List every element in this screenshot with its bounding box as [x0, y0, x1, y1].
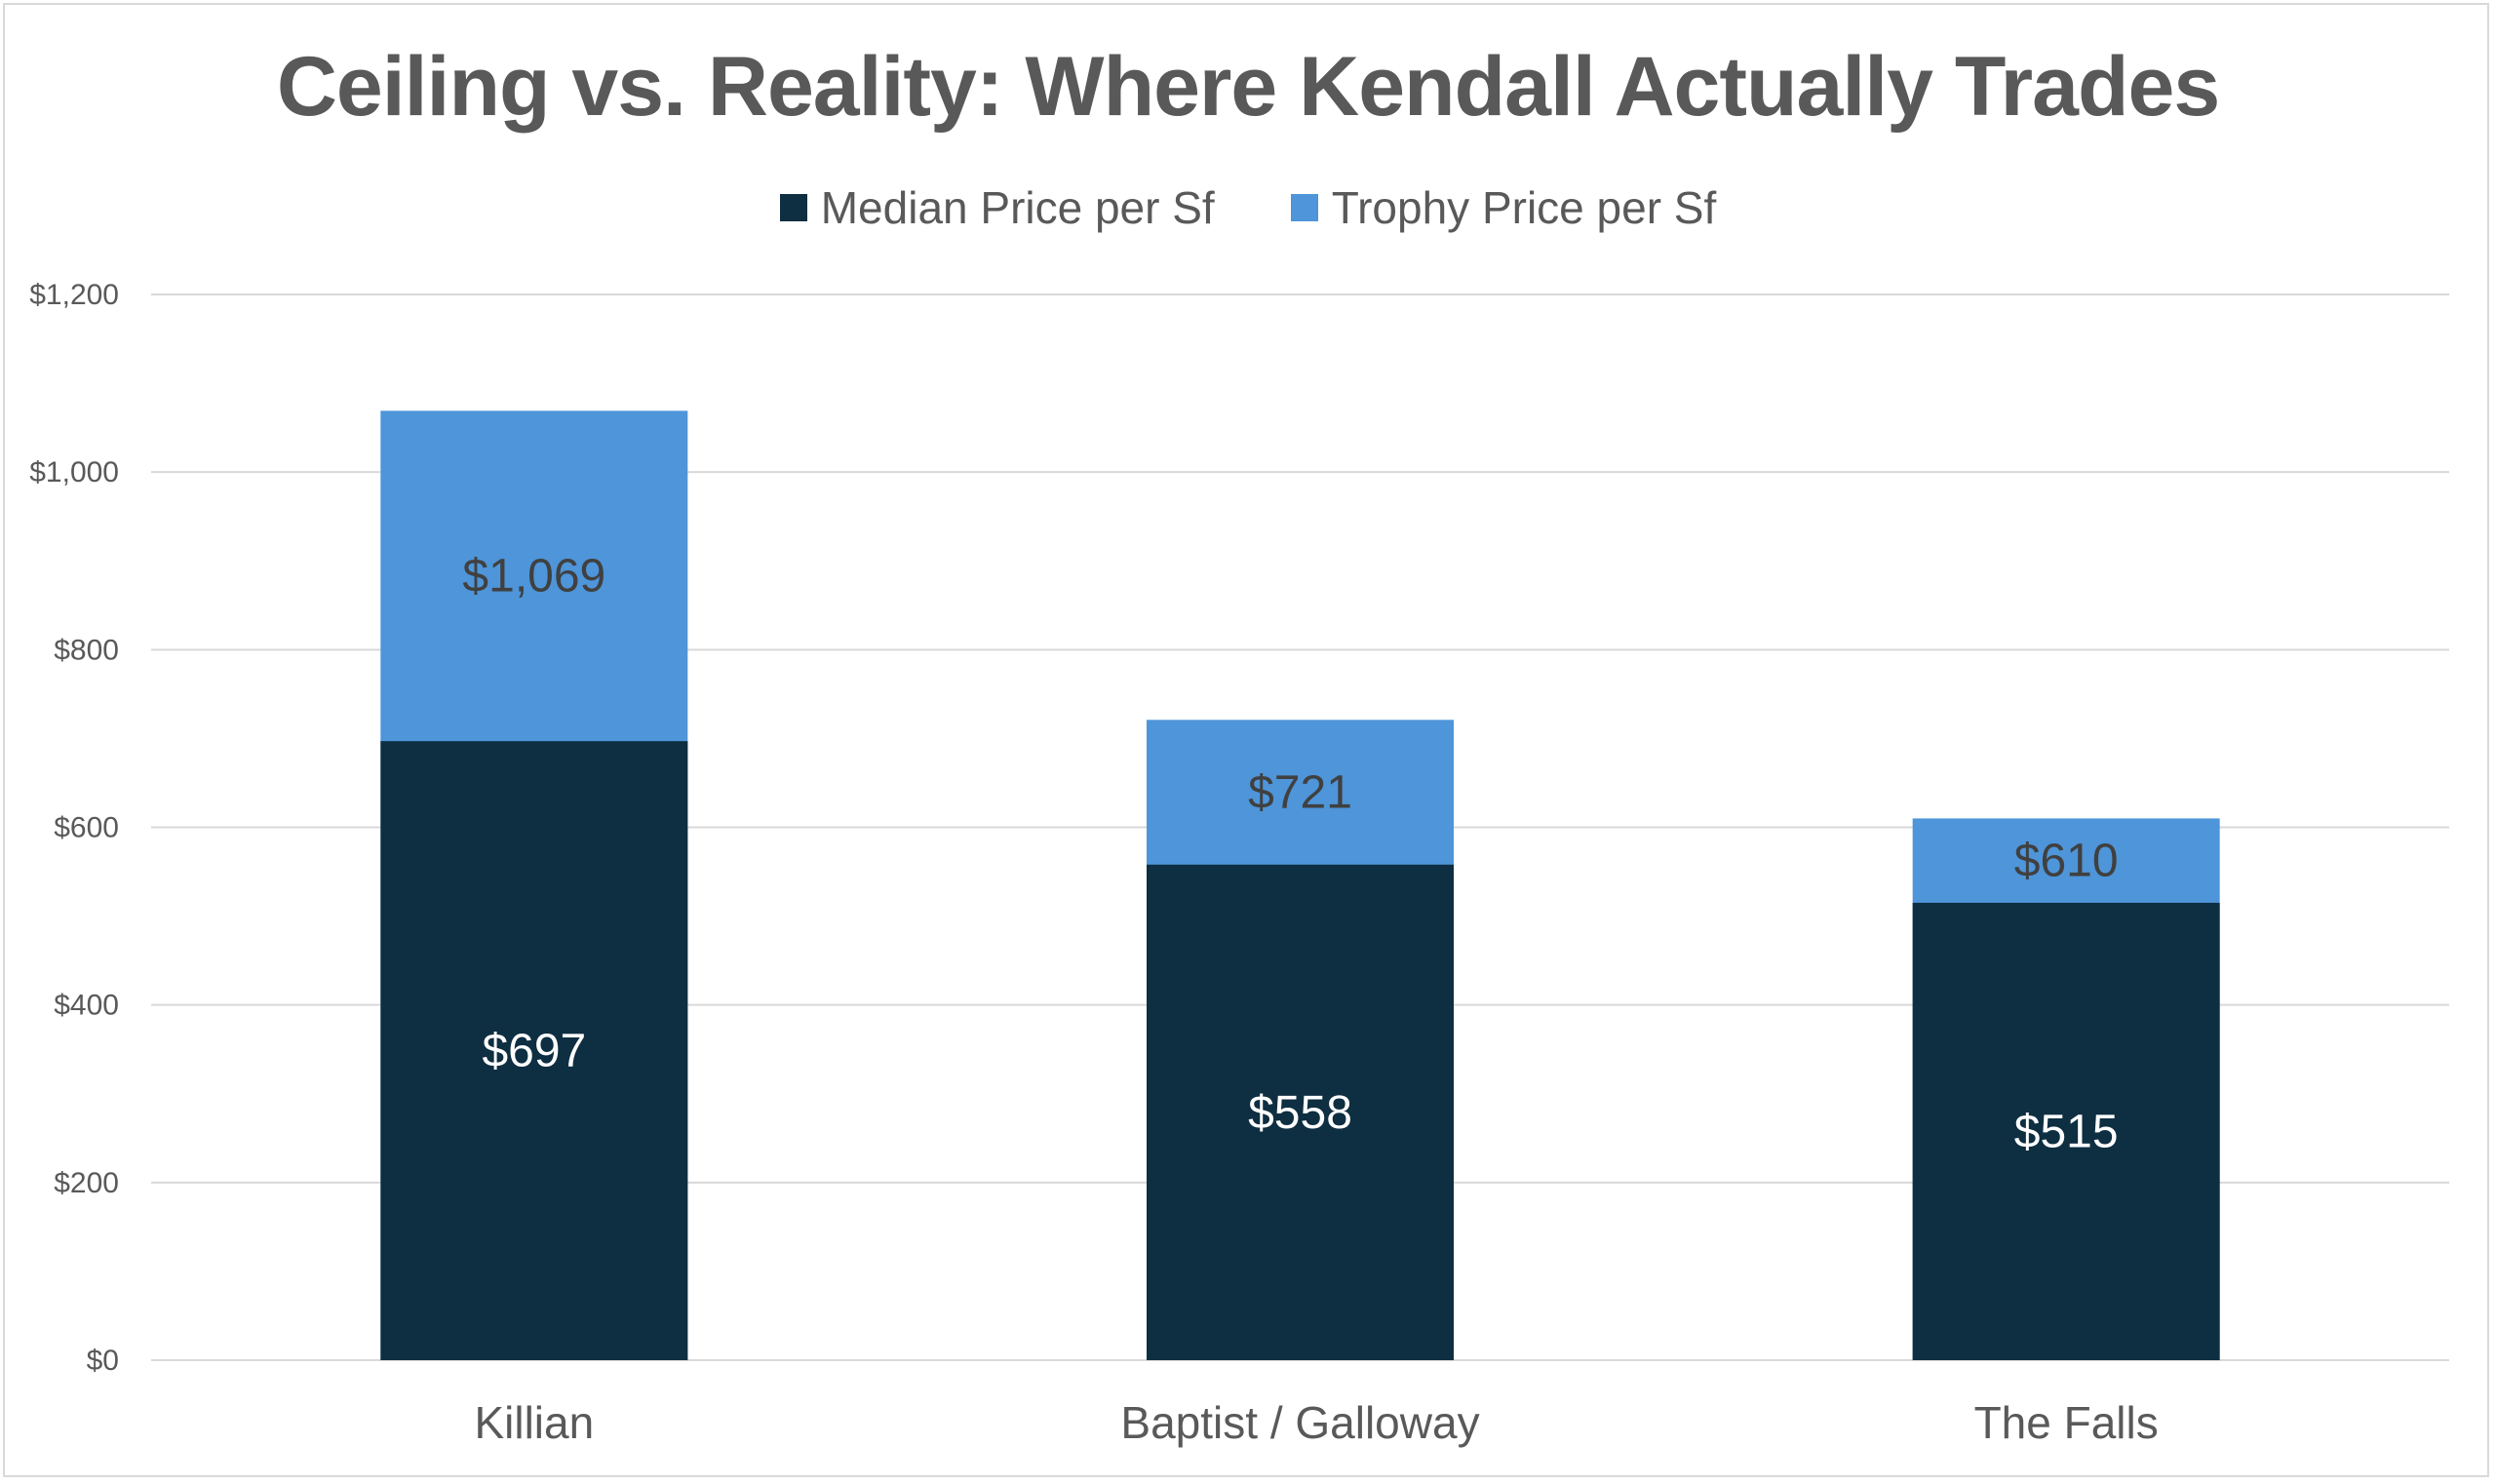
data-label-median: $697 — [482, 1026, 586, 1077]
y-tick-label: $1,000 — [29, 456, 119, 488]
x-category-label: Baptist / Galloway — [1120, 1397, 1479, 1448]
legend-swatch-median — [779, 194, 807, 221]
legend: Median Price per Sf Trophy Price per Sf — [0, 181, 2496, 234]
bar-median — [1912, 902, 2220, 1360]
y-tick-label: $800 — [54, 634, 119, 666]
legend-label-trophy: Trophy Price per Sf — [1331, 182, 1717, 233]
chart-title: Ceiling vs. Reality: Where Kendall Actua… — [276, 40, 2220, 134]
legend-label-median: Median Price per Sf — [820, 182, 1215, 233]
bar-median — [380, 741, 688, 1360]
legend-item-trophy: Trophy Price per Sf — [1290, 181, 1717, 234]
y-tick-label: $200 — [54, 1167, 119, 1199]
x-category-label: The Falls — [1974, 1397, 2159, 1448]
y-tick-label: $400 — [54, 990, 119, 1022]
x-category-label: Killian — [474, 1397, 594, 1448]
bar-median — [1147, 864, 1454, 1360]
data-label-trophy: $610 — [2014, 836, 2119, 887]
y-tick-label: $0 — [87, 1345, 119, 1377]
legend-item-median: Median Price per Sf — [779, 181, 1215, 234]
legend-swatch-trophy — [1290, 194, 1318, 221]
data-label-median: $558 — [1248, 1087, 1352, 1139]
data-label-median: $515 — [2014, 1106, 2119, 1157]
y-tick-label: $600 — [54, 812, 119, 844]
data-label-trophy: $721 — [1248, 767, 1352, 819]
data-label-trophy: $1,069 — [462, 551, 605, 603]
y-tick-label: $1,200 — [29, 279, 119, 311]
